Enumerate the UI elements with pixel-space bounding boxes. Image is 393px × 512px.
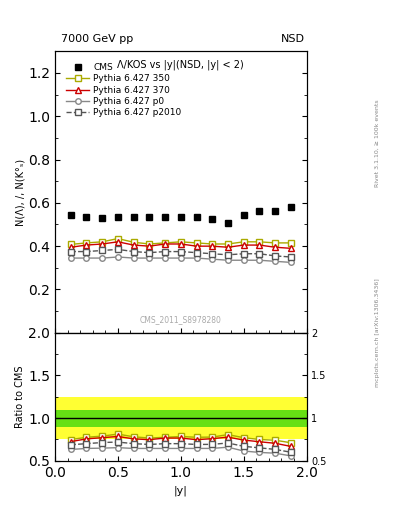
Pythia 6.427 p0 [131,255,136,261]
CMS [100,215,105,221]
Pythia 6.427 p0 [147,255,152,261]
Pythia 6.427 370 [84,242,89,248]
Pythia 6.427 p0 [100,255,105,261]
Pythia 6.427 350 [147,241,152,247]
CMS [257,208,262,215]
Pythia 6.427 p2010 [226,252,230,258]
X-axis label: |y|: |y| [174,485,188,496]
Pythia 6.427 p0 [257,257,262,263]
CMS [288,203,293,209]
Pythia 6.427 350 [226,241,230,247]
Legend: CMS, Pythia 6.427 350, Pythia 6.427 370, Pythia 6.427 p0, Pythia 6.427 p2010: CMS, Pythia 6.427 350, Pythia 6.427 370,… [64,61,184,119]
Line: CMS: CMS [67,203,294,226]
Pythia 6.427 350 [131,239,136,245]
Pythia 6.427 350 [194,240,199,246]
Text: CMS_2011_S8978280: CMS_2011_S8978280 [140,315,222,325]
Bar [55,397,307,439]
Pythia 6.427 370 [257,242,262,248]
Pythia 6.427 p2010 [68,248,73,254]
Text: mcplots.cern.ch [arXiv:1306.3436]: mcplots.cern.ch [arXiv:1306.3436] [375,279,380,387]
Line: Pythia 6.427 p0: Pythia 6.427 p0 [68,254,294,265]
Pythia 6.427 p2010 [147,249,152,255]
Pythia 6.427 370 [226,244,230,250]
Text: Λ/KOS vs |y|(NSD, |y| < 2): Λ/KOS vs |y|(NSD, |y| < 2) [118,60,244,70]
Pythia 6.427 p2010 [178,248,183,254]
Y-axis label: N(Λ), /, N(K°ₛ): N(Λ), /, N(K°ₛ) [15,158,26,226]
CMS [194,214,199,220]
Pythia 6.427 p2010 [210,251,215,257]
Pythia 6.427 350 [241,239,246,245]
Y-axis label: Ratio to CMS: Ratio to CMS [15,366,26,428]
Pythia 6.427 350 [84,240,89,246]
Pythia 6.427 p0 [84,255,89,261]
Pythia 6.427 370 [147,243,152,249]
CMS [226,220,230,226]
Pythia 6.427 370 [194,243,199,249]
CMS [241,211,246,218]
Pythia 6.427 370 [178,241,183,247]
Pythia 6.427 350 [116,236,120,242]
Pythia 6.427 370 [241,242,246,248]
Text: NSD: NSD [281,33,305,44]
Pythia 6.427 370 [68,244,73,250]
Pythia 6.427 p0 [68,255,73,261]
Pythia 6.427 p0 [288,259,293,265]
Pythia 6.427 350 [273,240,277,246]
Pythia 6.427 350 [100,239,105,245]
Pythia 6.427 370 [210,243,215,249]
Pythia 6.427 350 [68,241,73,247]
CMS [147,214,152,220]
Pythia 6.427 350 [163,240,167,246]
Pythia 6.427 p2010 [194,249,199,255]
Pythia 6.427 p0 [210,256,215,262]
CMS [131,214,136,220]
Pythia 6.427 p0 [273,258,277,264]
Pythia 6.427 p2010 [100,247,105,253]
CMS [163,214,167,220]
Pythia 6.427 370 [131,242,136,248]
Pythia 6.427 350 [257,239,262,245]
Pythia 6.427 p0 [116,254,120,260]
CMS [210,216,215,222]
Pythia 6.427 p0 [178,255,183,261]
CMS [84,214,89,220]
Pythia 6.427 p2010 [163,248,167,254]
Pythia 6.427 350 [210,241,215,247]
Pythia 6.427 370 [163,241,167,247]
Pythia 6.427 p0 [226,257,230,263]
Pythia 6.427 p0 [163,255,167,261]
Bar [55,410,307,426]
Pythia 6.427 p2010 [288,254,293,260]
CMS [68,211,73,218]
Pythia 6.427 350 [178,239,183,245]
CMS [116,214,120,220]
CMS [273,208,277,215]
Pythia 6.427 p2010 [131,248,136,254]
Pythia 6.427 370 [116,239,120,245]
Line: Pythia 6.427 370: Pythia 6.427 370 [68,239,294,251]
CMS [178,214,183,220]
Pythia 6.427 p2010 [116,246,120,252]
Pythia 6.427 370 [273,244,277,250]
Pythia 6.427 370 [288,245,293,251]
Text: Rivet 3.1.10, ≥ 100k events: Rivet 3.1.10, ≥ 100k events [375,99,380,187]
Pythia 6.427 p0 [194,255,199,261]
Line: Pythia 6.427 350: Pythia 6.427 350 [68,236,294,247]
Pythia 6.427 350 [288,240,293,246]
Pythia 6.427 p2010 [241,251,246,257]
Pythia 6.427 p2010 [273,253,277,259]
Line: Pythia 6.427 p2010: Pythia 6.427 p2010 [68,247,294,260]
Pythia 6.427 p2010 [257,251,262,257]
Text: 7000 GeV pp: 7000 GeV pp [61,33,133,44]
Pythia 6.427 370 [100,241,105,247]
Pythia 6.427 p2010 [84,248,89,254]
Pythia 6.427 p0 [241,257,246,263]
